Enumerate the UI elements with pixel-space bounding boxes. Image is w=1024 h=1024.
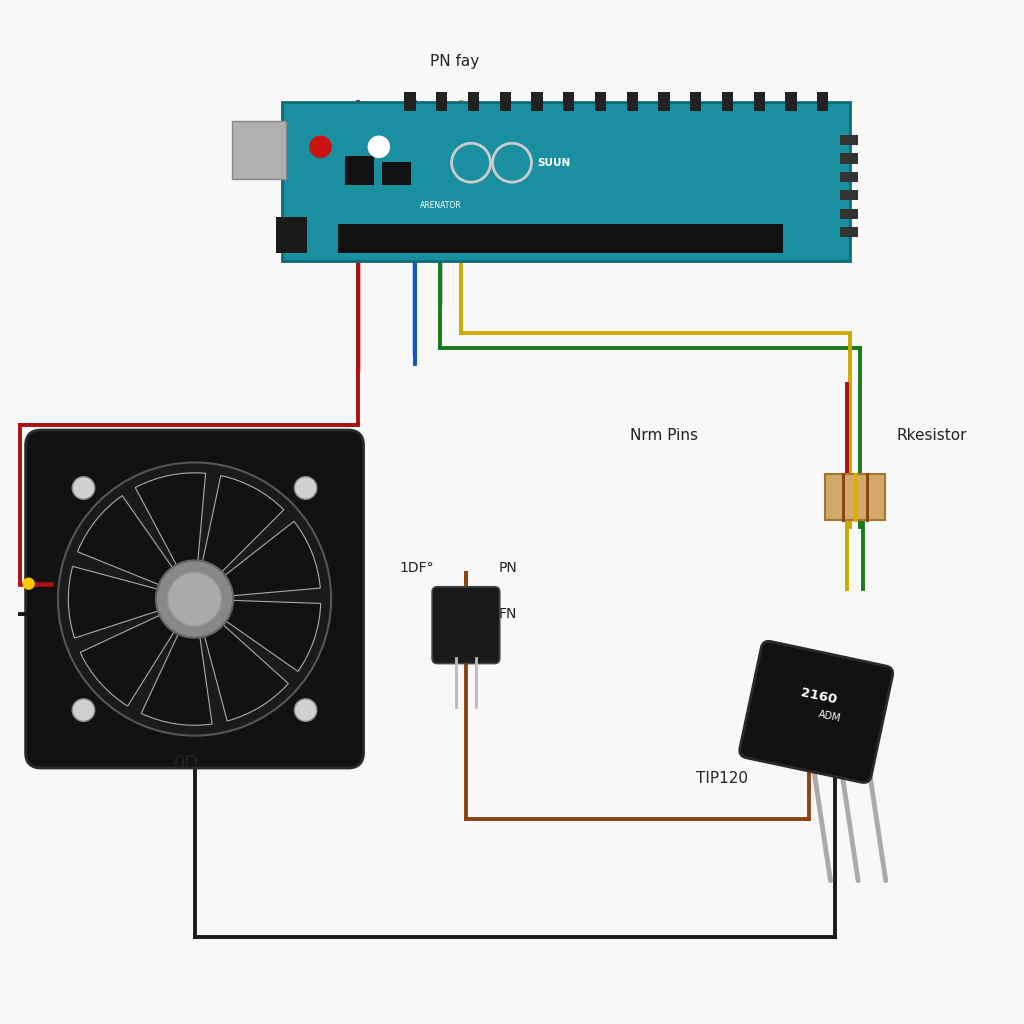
Circle shape	[168, 572, 221, 626]
Text: 2160: 2160	[800, 686, 839, 707]
Bar	[345, 157, 374, 185]
Text: Rkesistor: Rkesistor	[896, 428, 967, 442]
Wedge shape	[141, 633, 212, 725]
Wedge shape	[204, 624, 289, 721]
Text: TIP120: TIP120	[696, 771, 749, 785]
Bar	[563, 92, 574, 111]
Text: PN fay: PN fay	[430, 54, 479, 69]
Text: ADM: ADM	[817, 710, 842, 724]
Wedge shape	[224, 521, 321, 596]
Bar	[338, 224, 783, 253]
Circle shape	[73, 477, 95, 500]
Wedge shape	[80, 614, 175, 707]
Text: 0D: 0D	[174, 754, 200, 772]
Text: 1DF°: 1DF°	[399, 561, 434, 575]
Bar	[627, 92, 638, 111]
Bar	[722, 92, 733, 111]
Bar	[658, 92, 670, 111]
Bar	[500, 92, 511, 111]
Bar	[232, 122, 286, 178]
Bar	[840, 209, 858, 219]
Circle shape	[294, 477, 316, 500]
Bar	[754, 92, 765, 111]
Text: FN: FN	[499, 607, 517, 622]
Bar	[840, 172, 858, 182]
Wedge shape	[203, 475, 284, 572]
Text: PN: PN	[499, 561, 517, 575]
Bar	[276, 217, 307, 253]
Bar	[404, 92, 416, 111]
Bar	[382, 163, 411, 185]
Circle shape	[368, 135, 390, 158]
Bar	[436, 92, 447, 111]
Circle shape	[294, 698, 316, 721]
Bar	[282, 102, 850, 261]
Bar	[840, 190, 858, 201]
Circle shape	[23, 578, 35, 590]
Wedge shape	[225, 600, 321, 672]
FancyBboxPatch shape	[26, 430, 364, 768]
Bar	[468, 92, 479, 111]
Wedge shape	[135, 473, 206, 566]
Bar	[817, 92, 828, 111]
Bar	[690, 92, 701, 111]
Bar	[531, 92, 543, 111]
Wedge shape	[78, 496, 173, 585]
Text: SUUN: SUUN	[538, 158, 570, 168]
Circle shape	[156, 560, 233, 638]
Text: ARENATOR: ARENATOR	[420, 201, 462, 210]
Bar	[785, 92, 797, 111]
Bar	[595, 92, 606, 111]
Bar	[840, 135, 858, 145]
Circle shape	[58, 463, 331, 735]
Bar	[840, 154, 858, 164]
FancyBboxPatch shape	[739, 641, 893, 782]
Text: Nrm Pins: Nrm Pins	[630, 428, 697, 442]
Circle shape	[73, 698, 95, 721]
FancyBboxPatch shape	[432, 587, 500, 664]
Bar	[840, 227, 858, 238]
Circle shape	[309, 135, 332, 158]
Wedge shape	[69, 566, 160, 638]
Bar	[825, 473, 885, 520]
